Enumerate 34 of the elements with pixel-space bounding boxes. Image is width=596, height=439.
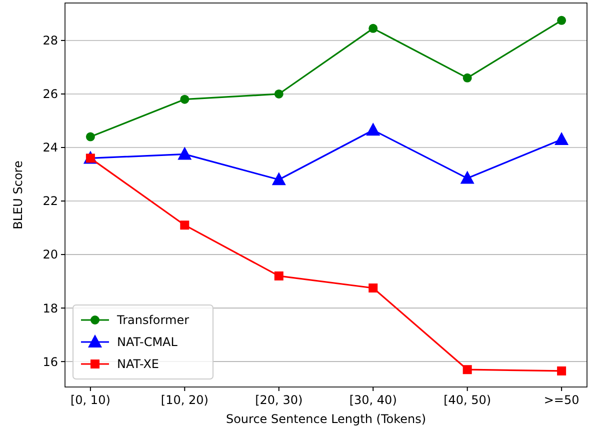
point [462,73,472,82]
x-tick-label: [0, 10) [70,393,110,407]
y-tick-label: 24 [42,140,58,155]
point [554,132,569,145]
y-tick-label: 18 [42,301,58,316]
point [180,94,190,104]
point [274,89,284,98]
point [462,365,472,374]
point [86,132,95,142]
y-tick-label: 28 [42,34,58,48]
legend-label: Transformer [116,313,190,328]
y-tick-label: 16 [42,354,58,369]
y-tick-label: 22 [42,194,58,208]
point [368,24,378,33]
point [557,16,566,25]
y-tick-label: 20 [42,248,58,262]
x-axis-title: Source Sentence Length (Tokens) [226,412,426,426]
point [178,146,192,160]
point [274,271,284,280]
legend-label: NAT-CMAL [117,335,178,350]
x-tick-label: >=50 [544,393,580,407]
point [366,122,380,136]
point [272,172,286,186]
point [368,283,378,292]
x-tick-label: [30, 40) [349,393,397,407]
x-tick-label: [10, 20) [160,393,208,407]
legend-label: NAT-XE [117,357,160,372]
x-tick-label: [20, 30) [255,393,303,407]
point [460,170,474,184]
y-axis-title: BLEU Score [11,160,25,230]
point [557,366,566,376]
x-tick-label: [40, 50) [444,393,492,407]
y-tick-label: 26 [42,87,58,102]
point [180,220,190,230]
